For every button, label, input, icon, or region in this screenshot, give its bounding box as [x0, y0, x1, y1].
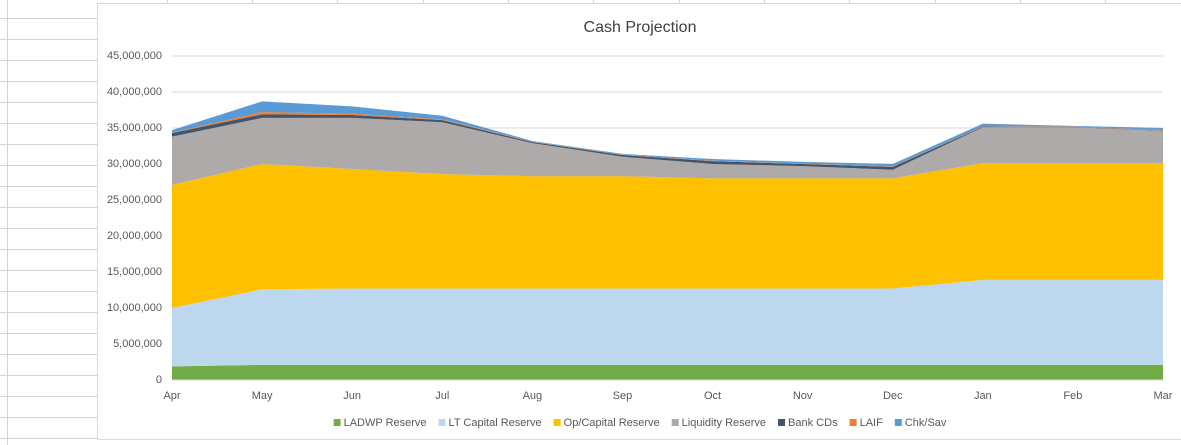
- legend-label: LAIF: [860, 417, 884, 429]
- legend: LADWP Reserve LT Capital Reserve Op/Capita…: [333, 417, 947, 429]
- x-tick-label: Dec: [883, 390, 903, 402]
- y-tick-label: 20,000,000: [107, 230, 162, 242]
- y-tick-label: 45,000,000: [107, 50, 162, 62]
- x-tick-label: Feb: [1063, 390, 1082, 402]
- y-tick-label: 10,000,000: [107, 302, 162, 314]
- y-tick-label: 5,000,000: [113, 338, 162, 350]
- legend-label: Bank CDs: [788, 417, 838, 429]
- legend-label: Liquidity Reserve: [682, 417, 766, 429]
- x-tick-label: May: [252, 390, 273, 402]
- x-tick-label: Apr: [163, 390, 180, 402]
- x-tick-label: Mar: [1154, 390, 1173, 402]
- x-tick-label: Jul: [435, 390, 449, 402]
- legend-label: Chk/Sav: [905, 417, 947, 429]
- legend-swatch: [849, 419, 857, 426]
- chart-title: Cash Projection: [584, 19, 697, 36]
- x-tick-label: Aug: [523, 390, 543, 402]
- area: [172, 114, 1163, 170]
- legend-swatch: [671, 419, 679, 426]
- y-tick-label: 25,000,000: [107, 194, 162, 206]
- legend-swatch: [778, 419, 786, 426]
- x-tick-label: Jun: [343, 390, 361, 402]
- legend-swatch: [438, 419, 446, 426]
- area: [172, 364, 1163, 380]
- area: [172, 279, 1163, 367]
- y-tick-label: 15,000,000: [107, 266, 162, 278]
- area: [172, 117, 1163, 185]
- y-tick-label: 0: [156, 374, 162, 386]
- y-tick-label: 30,000,000: [107, 158, 162, 170]
- area: [172, 163, 1163, 308]
- legend-label: Op/Capital Reserve: [564, 417, 660, 429]
- legend-swatch: [553, 419, 561, 426]
- area: [172, 101, 1163, 167]
- x-tick-label: Oct: [704, 390, 721, 402]
- legend-swatch: [894, 419, 902, 426]
- x-tick-label: Jan: [974, 390, 992, 402]
- x-tick-label: Sep: [613, 390, 633, 402]
- legend-label: LT Capital Reserve: [449, 417, 542, 429]
- legend-label: LADWP Reserve: [344, 417, 427, 429]
- y-tick-label: 35,000,000: [107, 122, 162, 134]
- y-tick-label: 40,000,000: [107, 86, 162, 98]
- legend-swatch: [333, 419, 341, 426]
- x-tick-label: Nov: [793, 390, 813, 402]
